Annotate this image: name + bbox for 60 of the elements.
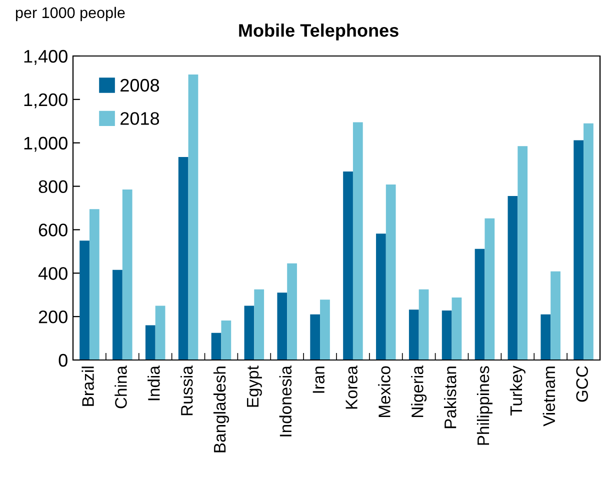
text: per 1000 people — [16, 6, 125, 22]
bar — [518, 146, 528, 360]
bar — [540, 314, 551, 360]
bar — [178, 156, 188, 360]
bar — [418, 289, 429, 360]
bar — [343, 172, 353, 360]
bar — [310, 314, 320, 360]
bar — [550, 271, 560, 360]
x-tick-label: Brazil — [82, 366, 94, 406]
bar — [244, 306, 254, 360]
bar — [80, 240, 90, 360]
bar — [287, 263, 297, 360]
bar — [352, 122, 363, 360]
bar — [188, 74, 198, 360]
chart-title: Mobile Telephones — [239, 24, 398, 40]
y-tick-label: 800 — [38, 180, 68, 194]
x-tick-label: Indonesia — [279, 366, 292, 436]
y-tick-label: 1,400 — [24, 50, 68, 65]
x-tick-label: India — [148, 366, 160, 400]
bar — [122, 190, 132, 360]
legend-label: 2018 — [120, 112, 160, 125]
bar — [584, 123, 594, 360]
bar — [474, 248, 485, 360]
x-tick-label: Vietnam — [542, 366, 556, 426]
y-tick-label: 200 — [38, 310, 68, 324]
x-tick-label: Korea — [346, 366, 358, 409]
bar — [277, 292, 288, 360]
y-tick-label: 1,000 — [24, 136, 68, 152]
bar — [145, 325, 156, 360]
bar — [442, 310, 452, 360]
y-tick-label: 0 — [58, 354, 68, 367]
bar — [221, 320, 232, 360]
y-tick-label: 600 — [38, 224, 68, 236]
bar — [155, 306, 166, 360]
x-tick-label: Turkey — [510, 366, 526, 416]
x-tick-label: Philippines — [476, 366, 492, 445]
x-tick-label: Pakistan — [444, 366, 456, 428]
bar — [484, 218, 495, 360]
x-tick-label: Egypt — [247, 366, 262, 407]
bar — [320, 300, 330, 360]
bar — [254, 289, 264, 360]
x-tick-label: Bangladesh — [213, 366, 229, 452]
bar — [376, 234, 386, 360]
legend-label: 2008 — [120, 78, 160, 92]
x-tick-label: Russia — [180, 366, 193, 416]
bar — [386, 184, 396, 360]
bar — [89, 209, 100, 360]
x-tick-label: China — [114, 366, 127, 408]
bar — [452, 297, 462, 360]
x-tick-label: GCC — [576, 366, 588, 402]
bar — [211, 332, 222, 360]
bar — [508, 196, 518, 360]
x-tick-label: Nigeria — [411, 366, 427, 417]
bar — [408, 310, 419, 360]
y-tick-label: 1,200 — [24, 93, 68, 108]
x-tick-label: Mexico — [378, 366, 390, 417]
y-tick-label: 400 — [38, 267, 68, 280]
bar — [574, 140, 584, 360]
x-tick-label: Iran — [312, 366, 325, 393]
bar — [112, 270, 122, 360]
